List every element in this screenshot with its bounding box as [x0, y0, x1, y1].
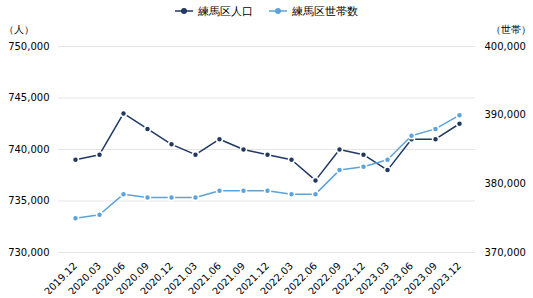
- svg-text:（世帯）: （世帯）: [491, 24, 531, 35]
- svg-text:390,000: 390,000: [485, 109, 526, 120]
- svg-text:（人）: （人）: [4, 24, 34, 35]
- svg-text:400,000: 400,000: [485, 41, 526, 52]
- html-text:練馬区人口: 練馬区人口: [198, 4, 253, 18]
- html-text:練馬区世帯数: 練馬区世帯数: [292, 4, 358, 18]
- svg-text:730,000: 730,000: [8, 247, 49, 258]
- svg-text:735,000: 735,000: [8, 195, 49, 206]
- svg-text:380,000: 380,000: [485, 178, 526, 189]
- svg-text:370,000: 370,000: [485, 247, 526, 258]
- svg-text:2023.12: 2023.12: [426, 260, 463, 294]
- svg-text:740,000: 740,000: [8, 144, 49, 155]
- svg-text:750,000: 750,000: [8, 41, 49, 52]
- svg-text:745,000: 745,000: [8, 92, 49, 103]
